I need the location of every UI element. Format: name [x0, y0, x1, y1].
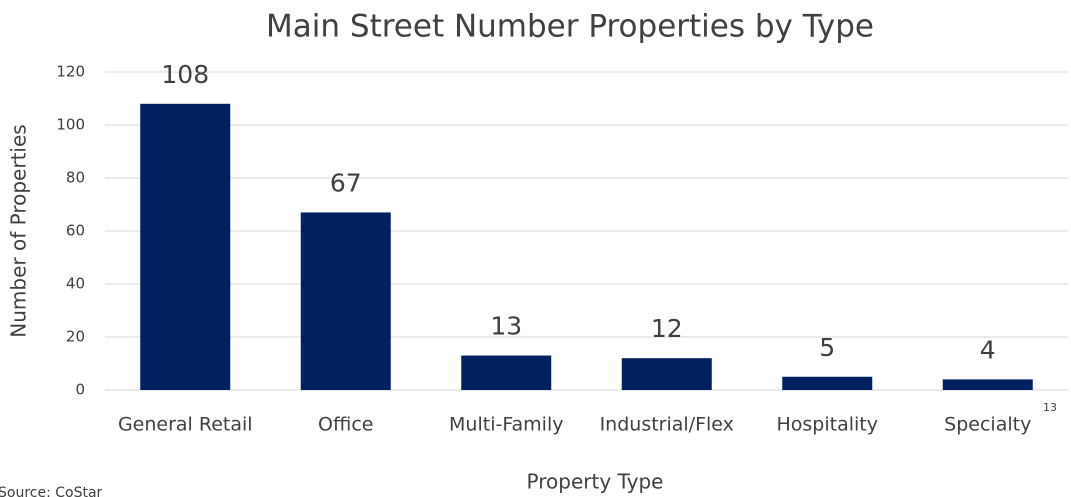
- x-tick-label: Hospitality: [777, 414, 879, 436]
- y-tick-label: 0: [75, 381, 85, 399]
- x-tick-label: Office: [318, 414, 373, 436]
- y-tick-label: 80: [66, 169, 85, 187]
- x-tick-label: Industrial/Flex: [600, 414, 734, 436]
- chart-title: Main Street Number Properties by Type: [266, 9, 874, 45]
- x-tick-label: Multi-Family: [449, 414, 563, 436]
- bar: [461, 355, 552, 390]
- x-axis-title: Property Type: [527, 470, 664, 494]
- data-label: 67: [330, 168, 362, 197]
- data-label: 12: [651, 314, 683, 343]
- y-tick-label: 60: [66, 222, 85, 240]
- bar: [621, 358, 712, 390]
- x-tick-label: Specialty: [944, 414, 1031, 436]
- data-label: 4: [980, 335, 996, 364]
- source-note: Source: CoStar: [0, 485, 103, 497]
- bar: [140, 103, 231, 391]
- data-label: 5: [819, 333, 835, 362]
- page-number: 13: [1043, 401, 1057, 414]
- bar: [942, 379, 1033, 390]
- y-axis-title: Number of Properties: [7, 124, 31, 337]
- x-tick-label: General Retail: [118, 414, 253, 436]
- y-tick-label: 20: [66, 328, 85, 346]
- y-tick-label: 100: [56, 116, 85, 134]
- data-label: 13: [490, 312, 522, 341]
- y-tick-label: 40: [66, 275, 85, 293]
- y-tick-label: 120: [56, 63, 85, 81]
- bar: [782, 376, 873, 390]
- bar: [300, 212, 391, 390]
- data-label: 108: [161, 60, 209, 89]
